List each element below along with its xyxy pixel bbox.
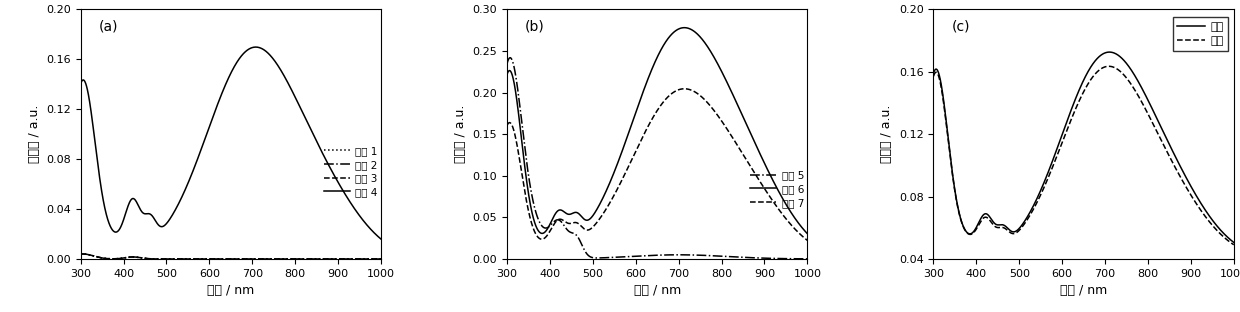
- Text: (c): (c): [951, 19, 970, 33]
- Legend: 氮气, 空气: 氮气, 空气: [1173, 17, 1229, 51]
- X-axis label: 波长 / nm: 波长 / nm: [634, 284, 681, 297]
- X-axis label: 波长 / nm: 波长 / nm: [1060, 284, 1107, 297]
- Y-axis label: 吸光度 / a.u.: 吸光度 / a.u.: [27, 105, 41, 163]
- X-axis label: 波长 / nm: 波长 / nm: [207, 284, 254, 297]
- Text: (a): (a): [99, 19, 118, 33]
- Legend: 样品 5, 样品 6, 样品 7: 样品 5, 样品 6, 样品 7: [746, 166, 808, 212]
- Text: (b): (b): [525, 19, 544, 33]
- Y-axis label: 吸光度 / a.u.: 吸光度 / a.u.: [454, 105, 467, 163]
- Legend: 样品 1, 样品 2, 样品 3, 样品 4: 样品 1, 样品 2, 样品 3, 样品 4: [320, 142, 382, 201]
- Y-axis label: 吸光度 / a.u.: 吸光度 / a.u.: [880, 105, 894, 163]
